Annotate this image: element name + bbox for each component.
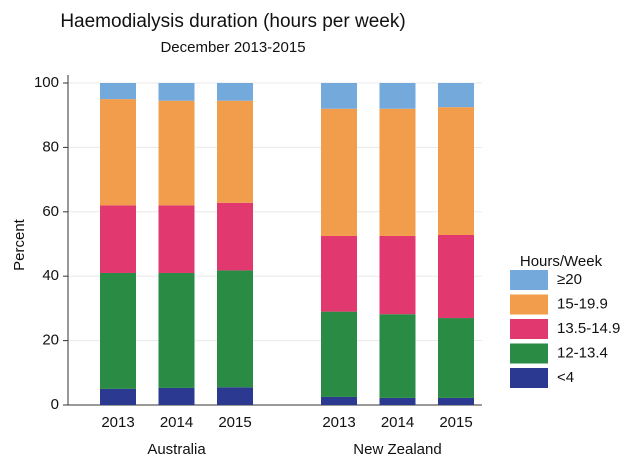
x-tick-label: 2013 bbox=[101, 414, 134, 431]
bar-segment bbox=[158, 100, 195, 206]
y-tick-label: 80 bbox=[42, 138, 59, 155]
bar-segment bbox=[100, 272, 136, 389]
x-tick-label: 2014 bbox=[160, 414, 193, 431]
bar-segment bbox=[100, 83, 136, 100]
legend-swatch bbox=[510, 319, 548, 339]
bar-segment bbox=[379, 108, 416, 236]
bar-segment bbox=[100, 99, 136, 206]
bar-segment bbox=[158, 83, 195, 101]
legend-swatch bbox=[510, 368, 548, 388]
bar-segment bbox=[438, 107, 474, 235]
y-tick-label: 20 bbox=[42, 332, 59, 349]
bar-segment bbox=[217, 387, 253, 405]
bar-segment bbox=[438, 397, 474, 405]
legend-label: ≥20 bbox=[557, 271, 582, 288]
legend-label: 13.5-14.9 bbox=[557, 320, 620, 337]
bar-segment bbox=[379, 235, 416, 315]
y-tick-label: 0 bbox=[51, 396, 59, 413]
y-tick-label: 100 bbox=[34, 74, 59, 91]
bar-segment bbox=[438, 83, 474, 108]
legend-swatch bbox=[510, 294, 548, 315]
legend-label: 12-13.4 bbox=[557, 344, 608, 361]
x-tick-label: 2015 bbox=[439, 414, 472, 431]
legend-swatch bbox=[510, 270, 548, 290]
chart-subtitle: December 2013-2015 bbox=[160, 39, 305, 56]
bar-segment bbox=[100, 205, 136, 273]
chart-title: Haemodialysis duration (hours per week) bbox=[60, 11, 405, 32]
bar-segment bbox=[321, 235, 357, 312]
bar-segment bbox=[158, 272, 195, 388]
group-label: New Zealand bbox=[353, 441, 441, 458]
bar-segment bbox=[438, 234, 474, 319]
bar-segment bbox=[379, 83, 416, 109]
legend-label: <4 bbox=[557, 369, 574, 386]
x-tick-label: 2015 bbox=[218, 414, 251, 431]
bar-segment bbox=[217, 270, 253, 388]
bar-segment bbox=[217, 100, 253, 203]
y-tick-label: 60 bbox=[42, 203, 59, 220]
group-label: Australia bbox=[147, 441, 206, 458]
bar-segment bbox=[321, 83, 357, 109]
bar-segment bbox=[438, 318, 474, 398]
legend-title: Hours/Week bbox=[520, 253, 603, 270]
x-tick-label: 2014 bbox=[381, 414, 414, 431]
legend-label: 15-19.9 bbox=[557, 295, 608, 312]
bar-segment bbox=[379, 397, 416, 405]
bar-segment bbox=[321, 311, 357, 397]
bar-segment bbox=[217, 202, 253, 271]
y-axis-label: Percent bbox=[11, 218, 28, 271]
bar-segment bbox=[100, 388, 136, 405]
bar-segment bbox=[158, 387, 195, 405]
bar-segment bbox=[321, 396, 357, 405]
x-tick-label: 2013 bbox=[322, 414, 355, 431]
bar-segment bbox=[321, 108, 357, 236]
bar-segment bbox=[379, 314, 416, 398]
legend-swatch bbox=[510, 343, 548, 364]
bar-segment bbox=[158, 205, 195, 273]
y-tick-label: 40 bbox=[42, 267, 59, 284]
bar-segment bbox=[217, 83, 253, 101]
